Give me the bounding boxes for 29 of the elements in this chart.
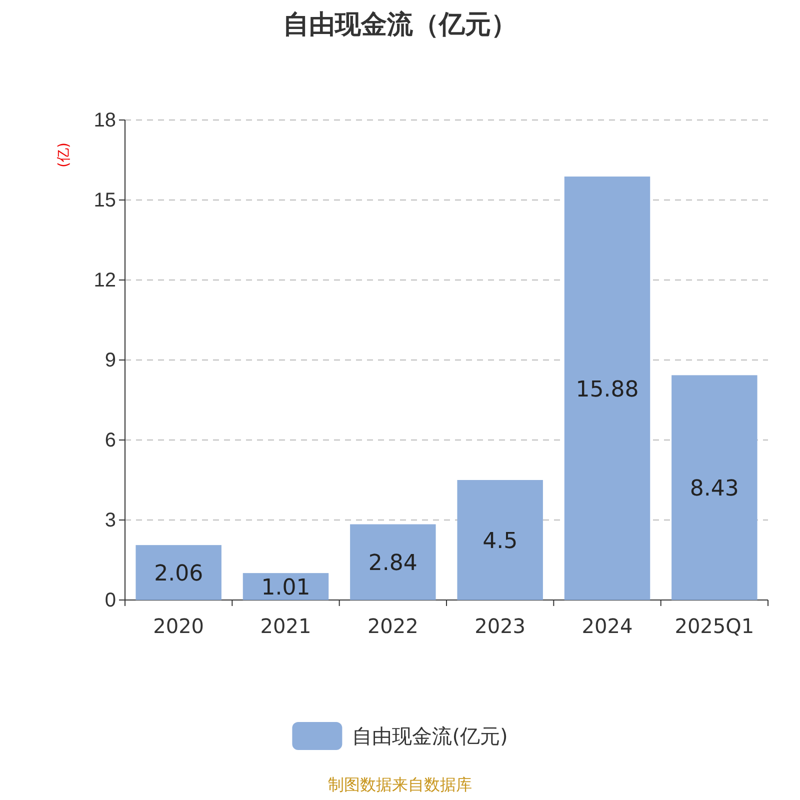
chart-title: 自由现金流（亿元）: [283, 10, 517, 40]
x-tick-label: 2024: [582, 614, 633, 638]
data-label: 2.06: [154, 562, 204, 587]
x-tick-label: 2020: [153, 614, 204, 638]
x-tick-label: 2025Q1: [674, 614, 754, 638]
data-label: 1.01: [261, 576, 310, 601]
bar: [564, 176, 650, 600]
bar: [350, 524, 436, 600]
x-tick-label: 2023: [474, 614, 526, 638]
y-tick-label: 6: [104, 429, 116, 452]
y-tick-label: 12: [94, 269, 116, 292]
data-label: 8.43: [690, 476, 739, 502]
y-axis-title: (亿): [56, 142, 72, 168]
y-tick-label: 9: [104, 349, 116, 372]
y-tick-label: 3: [104, 509, 116, 532]
y-tick-label: 18: [94, 109, 116, 132]
bar: [242, 573, 329, 600]
bar: [457, 480, 543, 600]
x-tick-label: 2021: [260, 614, 312, 638]
data-label: 4.5: [482, 529, 518, 554]
legend-label: 自由现金流(亿元): [352, 724, 508, 748]
y-tick-label: 0: [104, 589, 116, 612]
bar: [136, 545, 222, 600]
x-tick-label: 2022: [367, 614, 418, 638]
bar: [672, 375, 758, 600]
text: 制图数据来自数据库: [328, 775, 472, 794]
y-tick-label: 15: [94, 189, 116, 212]
data-label: 15.88: [576, 377, 639, 402]
data-label: 2.84: [368, 551, 418, 576]
